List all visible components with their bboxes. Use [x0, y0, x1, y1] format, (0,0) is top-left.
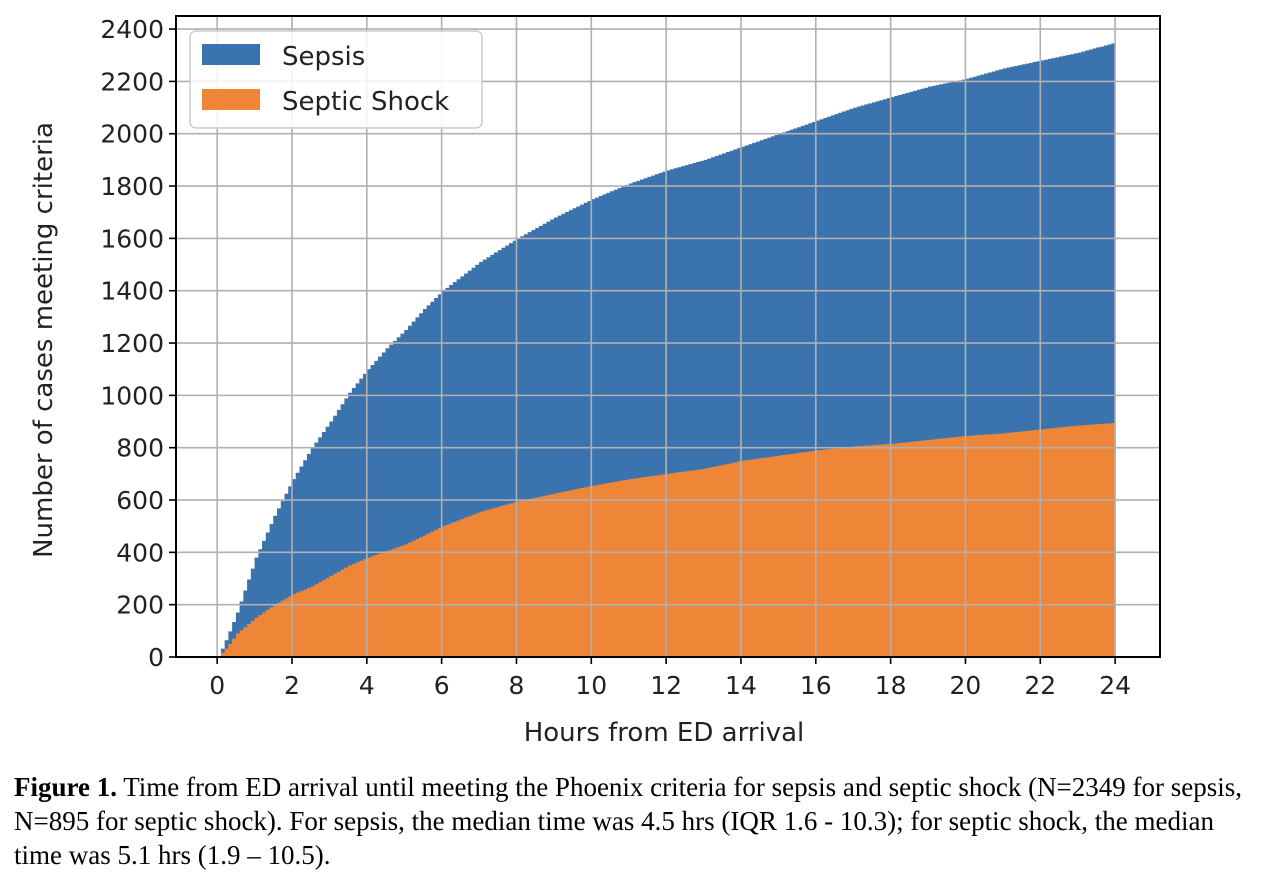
- caption-text: Time from ED arrival until meeting the P…: [14, 772, 1243, 870]
- x-tick-label: 2: [284, 671, 300, 700]
- x-tick-label: 12: [650, 671, 682, 700]
- legend-swatch-sepsis: [202, 44, 260, 65]
- legend-label-septic-shock: Septic Shock: [282, 87, 449, 117]
- y-tick-label: 2000: [100, 120, 164, 149]
- y-tick-label: 400: [116, 538, 164, 567]
- x-tick-label: 10: [575, 671, 607, 700]
- x-tick-label: 4: [359, 671, 375, 700]
- caption-label: Figure 1.: [14, 772, 117, 802]
- y-tick-label: 1600: [100, 224, 164, 253]
- tick-layer: 0 2 4 6 8 10 12 14 16 18 20 22 240200400600800100012…: [100, 15, 1131, 700]
- legend: Sepsis Septic Shock: [189, 30, 483, 129]
- legend-box: [189, 30, 483, 129]
- y-tick-label: 0: [148, 643, 164, 672]
- y-axis-title: Number of cases meeting criteria: [29, 122, 59, 558]
- x-tick-label: 6: [434, 671, 450, 700]
- y-tick-label: 2400: [100, 15, 164, 44]
- y-tick-label: 1000: [100, 381, 164, 410]
- grid-layer: [176, 16, 1160, 658]
- legend-swatch-septic-shock: [202, 89, 260, 110]
- y-tick-label: 1800: [100, 172, 164, 201]
- x-tick-label: 0: [209, 671, 225, 700]
- x-axis-title: Hours from ED arrival: [524, 718, 805, 748]
- x-tick-label: 16: [800, 671, 832, 700]
- x-tick-label: 18: [875, 671, 907, 700]
- chart: 0 2 4 6 8 10 12 14 16 18 20 22 240200400600800100012…: [29, 15, 1161, 748]
- y-tick-label: 1200: [100, 329, 164, 358]
- x-tick-label: 22: [1024, 671, 1056, 700]
- figure-caption: Figure 1. Time from ED arrival until mee…: [14, 770, 1264, 872]
- y-tick-label: 2200: [100, 67, 164, 96]
- legend-label-sepsis: Sepsis: [282, 42, 365, 72]
- y-tick-label: 200: [116, 591, 164, 620]
- x-tick-label: 24: [1099, 671, 1131, 700]
- y-tick-label: 600: [116, 486, 164, 515]
- x-tick-label: 8: [509, 671, 525, 700]
- plot-frame: [175, 15, 1161, 658]
- y-tick-label: 1400: [100, 277, 164, 306]
- x-tick-label: 20: [950, 671, 982, 700]
- y-tick-label: 800: [116, 434, 164, 463]
- x-tick-label: 14: [725, 671, 757, 700]
